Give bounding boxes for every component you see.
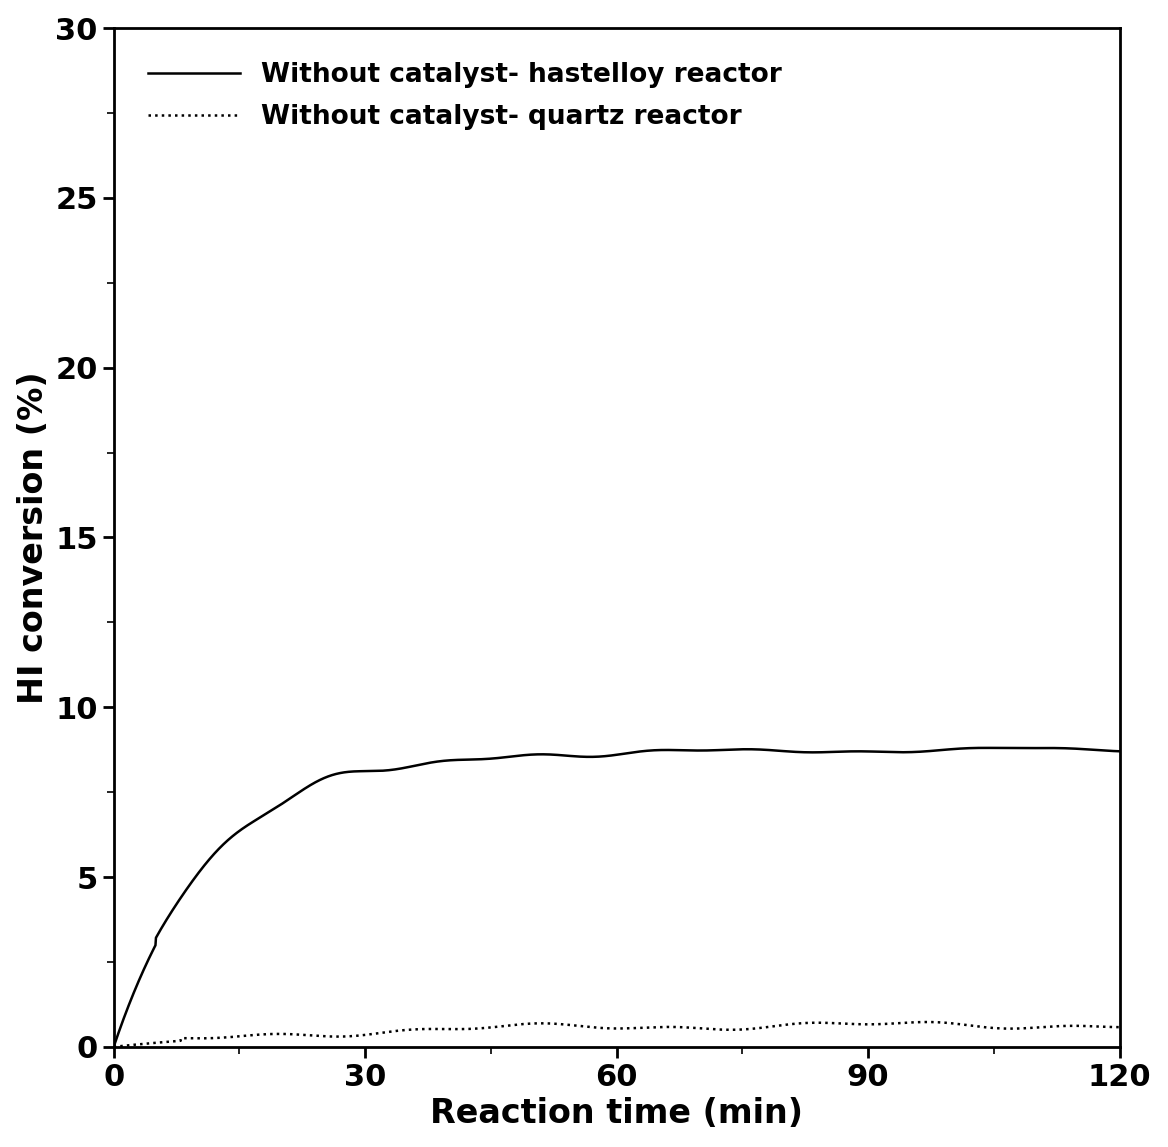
Line: Without catalyst- quartz reactor: Without catalyst- quartz reactor xyxy=(113,1022,1119,1047)
Without catalyst- quartz reactor xyxy=(898,1016,912,1030)
Without catalyst- hastelloy reactor xyxy=(1084,743,1098,757)
Legend: Without catalyst- hastelloy reactor, Without catalyst- quartz reactor: Without catalyst- hastelloy reactor, Wit… xyxy=(127,41,804,151)
Without catalyst- quartz reactor xyxy=(1084,1020,1098,1033)
Line: Without catalyst- hastelloy reactor: Without catalyst- hastelloy reactor xyxy=(113,748,1119,1047)
Without catalyst- quartz reactor xyxy=(158,1035,172,1048)
Without catalyst- hastelloy reactor xyxy=(158,915,172,929)
Without catalyst- quartz reactor xyxy=(1084,1020,1098,1033)
Without catalyst- hastelloy reactor xyxy=(596,749,610,763)
Without catalyst- quartz reactor xyxy=(920,1015,934,1029)
Without catalyst- quartz reactor xyxy=(106,1040,120,1054)
Without catalyst- hastelloy reactor xyxy=(978,741,992,755)
Without catalyst- hastelloy reactor xyxy=(1084,743,1098,757)
Without catalyst- quartz reactor xyxy=(569,1019,583,1032)
Y-axis label: HI conversion (%): HI conversion (%) xyxy=(16,372,50,704)
Without catalyst- quartz reactor xyxy=(596,1021,610,1035)
Without catalyst- hastelloy reactor xyxy=(898,746,912,759)
Without catalyst- hastelloy reactor xyxy=(569,749,583,763)
Without catalyst- quartz reactor xyxy=(1112,1021,1126,1035)
X-axis label: Reaction time (min): Reaction time (min) xyxy=(430,1098,804,1130)
Without catalyst- hastelloy reactor xyxy=(1112,744,1126,758)
Without catalyst- hastelloy reactor xyxy=(106,1040,120,1054)
